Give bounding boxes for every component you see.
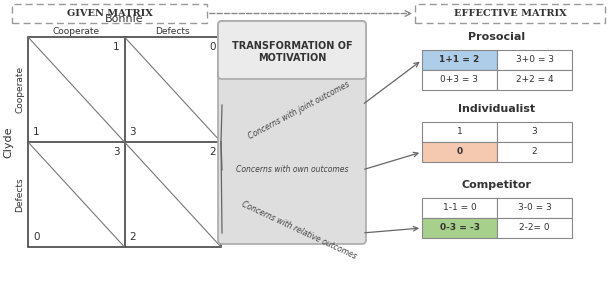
Text: 0-3 = -3: 0-3 = -3 [440,224,480,232]
Text: GIVEN MATRIX: GIVEN MATRIX [66,9,153,18]
Bar [422,198,497,218]
Text: 1-1 = 0: 1-1 = 0 [443,204,477,212]
Text: Competitor: Competitor [462,180,532,190]
Text: 2: 2 [209,147,216,157]
Text: 1+1 = 2: 1+1 = 2 [439,55,480,65]
Text: 3-0 = 3: 3-0 = 3 [518,204,552,212]
Text: 0: 0 [33,232,39,242]
Bar [497,50,572,70]
Text: Individualist: Individualist [458,104,536,114]
Bar [12,4,207,23]
Text: 0: 0 [456,148,462,157]
Text: 2: 2 [130,232,136,242]
Text: 3: 3 [531,127,538,137]
Text: 1: 1 [456,127,462,137]
FancyBboxPatch shape [218,21,366,244]
Bar [422,70,497,90]
Text: Cooperate: Cooperate [53,27,100,35]
Bar [224,50,360,75]
Text: Concerns with own outcomes: Concerns with own outcomes [236,165,348,175]
FancyBboxPatch shape [218,21,366,79]
Text: 0+3 = 3: 0+3 = 3 [440,76,478,84]
Bar [422,142,497,162]
Text: 2-2= 0: 2-2= 0 [519,224,550,232]
Text: Defects: Defects [15,177,25,212]
Bar [422,122,497,142]
Text: 2: 2 [532,148,538,157]
Text: Concerns with relative outcomes: Concerns with relative outcomes [240,199,358,261]
Text: 0: 0 [210,42,216,52]
Bar [422,50,497,70]
Text: 3: 3 [130,127,136,137]
Text: Clyde: Clyde [3,126,13,158]
Text: EFFECTIVE MATRIX: EFFECTIVE MATRIX [454,9,566,18]
Text: Bonnie: Bonnie [105,14,144,24]
Bar [497,142,572,162]
Text: 2+2 = 4: 2+2 = 4 [516,76,554,84]
Bar [422,218,497,238]
Bar [497,218,572,238]
Bar [28,37,221,247]
Text: Cooperate: Cooperate [15,66,25,113]
Text: TRANSFORMATION OF: TRANSFORMATION OF [232,41,352,51]
Text: Prosocial: Prosocial [469,32,526,42]
Text: Defects: Defects [156,27,190,35]
Bar [497,198,572,218]
Bar [497,70,572,90]
Text: 1: 1 [33,127,39,137]
Text: 3+0 = 3: 3+0 = 3 [515,55,554,65]
Text: Concerns with joint outcomes: Concerns with joint outcomes [247,79,351,141]
Bar [415,4,605,23]
Text: 1: 1 [113,42,119,52]
Bar [497,122,572,142]
Text: MOTIVATION: MOTIVATION [258,53,326,63]
Text: 3: 3 [113,147,119,157]
